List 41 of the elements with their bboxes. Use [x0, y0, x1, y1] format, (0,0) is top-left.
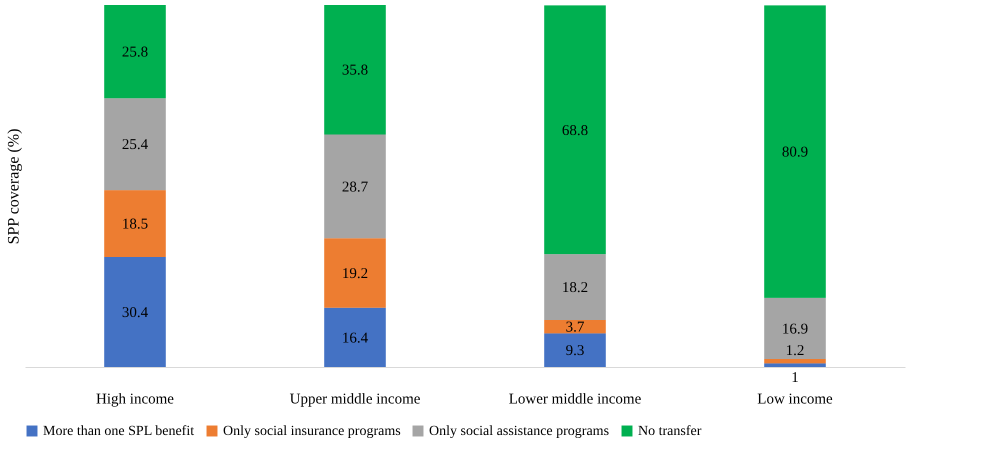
bar [104, 98, 166, 190]
bar [104, 5, 166, 98]
data-label: 30.4 [122, 305, 149, 322]
data-label: 35.8 [342, 62, 368, 79]
data-label: 16.4 [342, 330, 369, 346]
data-label: 18.2 [562, 280, 588, 296]
legend-label: Only social insurance programs [223, 424, 401, 439]
data-label: 19.2 [342, 266, 368, 282]
data-label: 25.4 [122, 137, 149, 154]
x-tick-label: Upper middle income [290, 392, 421, 408]
bar [324, 238, 386, 308]
bar [324, 308, 386, 367]
bar [544, 333, 606, 367]
data-label: 80.9 [782, 144, 808, 161]
bar [324, 5, 386, 134]
data-label: 28.7 [342, 179, 369, 196]
bar [544, 320, 606, 334]
legend-label: Only social assistance programs [429, 424, 610, 439]
data-label: 1.2 [786, 343, 804, 360]
data-label: 3.7 [566, 320, 585, 336]
bar [764, 359, 826, 364]
bar [104, 257, 166, 367]
bar [764, 5, 826, 298]
bar [764, 298, 826, 360]
data-label: 25.8 [122, 44, 148, 61]
bar [544, 5, 606, 254]
x-tick-label: Lower middle income [508, 392, 642, 408]
data-label: 18.5 [122, 216, 148, 233]
bar [544, 254, 606, 320]
data-label: 68.8 [562, 122, 588, 139]
bar [324, 134, 386, 238]
x-tick-label: Low income [757, 392, 834, 408]
legend-label: No transfer [638, 424, 702, 439]
data-label: 1 [791, 370, 799, 386]
legend-label: More than one SPL benefit [43, 424, 194, 439]
bar [764, 363, 826, 367]
data-label: 16.9 [782, 321, 808, 338]
data-label: 9.3 [566, 343, 584, 360]
y-axis-title: SPP coverage (%) [6, 128, 22, 244]
x-tick-label: High income [96, 392, 174, 408]
bar [104, 190, 166, 258]
